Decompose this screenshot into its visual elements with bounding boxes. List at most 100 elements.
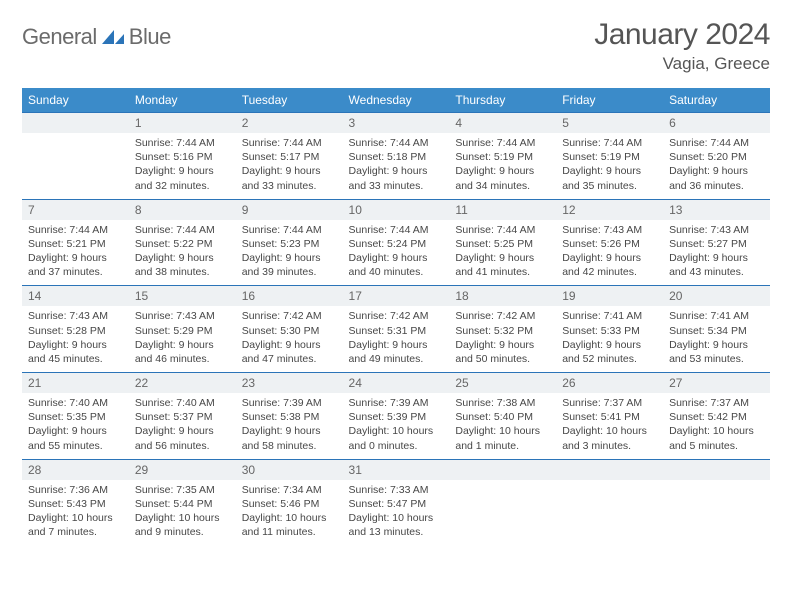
calendar-cell: 16Sunrise: 7:42 AMSunset: 5:30 PMDayligh…	[236, 285, 343, 372]
day-number: 8	[129, 199, 236, 220]
day-number	[663, 459, 770, 480]
day-details: Sunrise: 7:44 AMSunset: 5:22 PMDaylight:…	[129, 220, 236, 286]
page-header: General Blue January 2024 Vagia, Greece	[22, 18, 770, 74]
day-details: Sunrise: 7:44 AMSunset: 5:19 PMDaylight:…	[556, 133, 663, 199]
day-details: Sunrise: 7:44 AMSunset: 5:20 PMDaylight:…	[663, 133, 770, 199]
day-number: 15	[129, 285, 236, 306]
calendar-cell: 17Sunrise: 7:42 AMSunset: 5:31 PMDayligh…	[343, 285, 450, 372]
day-details: Sunrise: 7:40 AMSunset: 5:35 PMDaylight:…	[22, 393, 129, 459]
calendar-cell	[22, 112, 129, 199]
day-details: Sunrise: 7:44 AMSunset: 5:18 PMDaylight:…	[343, 133, 450, 199]
calendar-cell: 1Sunrise: 7:44 AMSunset: 5:16 PMDaylight…	[129, 112, 236, 199]
day-details: Sunrise: 7:37 AMSunset: 5:41 PMDaylight:…	[556, 393, 663, 459]
calendar-week-row: 28Sunrise: 7:36 AMSunset: 5:43 PMDayligh…	[22, 459, 770, 546]
day-details: Sunrise: 7:44 AMSunset: 5:21 PMDaylight:…	[22, 220, 129, 286]
day-number: 13	[663, 199, 770, 220]
day-number: 24	[343, 372, 450, 393]
day-number: 11	[449, 199, 556, 220]
day-number: 9	[236, 199, 343, 220]
day-number: 2	[236, 112, 343, 133]
calendar-cell: 9Sunrise: 7:44 AMSunset: 5:23 PMDaylight…	[236, 199, 343, 286]
day-number: 23	[236, 372, 343, 393]
day-number: 10	[343, 199, 450, 220]
day-details: Sunrise: 7:35 AMSunset: 5:44 PMDaylight:…	[129, 480, 236, 546]
calendar-cell: 4Sunrise: 7:44 AMSunset: 5:19 PMDaylight…	[449, 112, 556, 199]
calendar-body: 1Sunrise: 7:44 AMSunset: 5:16 PMDaylight…	[22, 112, 770, 545]
calendar-table: SundayMondayTuesdayWednesdayThursdayFrid…	[22, 88, 770, 545]
day-details: Sunrise: 7:44 AMSunset: 5:24 PMDaylight:…	[343, 220, 450, 286]
day-details: Sunrise: 7:39 AMSunset: 5:38 PMDaylight:…	[236, 393, 343, 459]
day-details: Sunrise: 7:43 AMSunset: 5:26 PMDaylight:…	[556, 220, 663, 286]
day-header: Thursday	[449, 88, 556, 112]
day-header: Sunday	[22, 88, 129, 112]
day-number: 29	[129, 459, 236, 480]
day-details: Sunrise: 7:41 AMSunset: 5:33 PMDaylight:…	[556, 306, 663, 372]
day-header: Monday	[129, 88, 236, 112]
day-number: 26	[556, 372, 663, 393]
calendar-week-row: 7Sunrise: 7:44 AMSunset: 5:21 PMDaylight…	[22, 199, 770, 286]
calendar-cell: 7Sunrise: 7:44 AMSunset: 5:21 PMDaylight…	[22, 199, 129, 286]
calendar-cell: 26Sunrise: 7:37 AMSunset: 5:41 PMDayligh…	[556, 372, 663, 459]
day-details: Sunrise: 7:42 AMSunset: 5:31 PMDaylight:…	[343, 306, 450, 372]
calendar-cell: 31Sunrise: 7:33 AMSunset: 5:47 PMDayligh…	[343, 459, 450, 546]
day-number: 4	[449, 112, 556, 133]
day-details: Sunrise: 7:33 AMSunset: 5:47 PMDaylight:…	[343, 480, 450, 546]
day-details: Sunrise: 7:44 AMSunset: 5:19 PMDaylight:…	[449, 133, 556, 199]
day-details: Sunrise: 7:36 AMSunset: 5:43 PMDaylight:…	[22, 480, 129, 546]
day-details: Sunrise: 7:44 AMSunset: 5:25 PMDaylight:…	[449, 220, 556, 286]
calendar-cell: 2Sunrise: 7:44 AMSunset: 5:17 PMDaylight…	[236, 112, 343, 199]
calendar-cell: 30Sunrise: 7:34 AMSunset: 5:46 PMDayligh…	[236, 459, 343, 546]
day-number: 7	[22, 199, 129, 220]
calendar-cell: 8Sunrise: 7:44 AMSunset: 5:22 PMDaylight…	[129, 199, 236, 286]
calendar-cell: 11Sunrise: 7:44 AMSunset: 5:25 PMDayligh…	[449, 199, 556, 286]
day-number: 30	[236, 459, 343, 480]
day-number: 25	[449, 372, 556, 393]
calendar-cell: 20Sunrise: 7:41 AMSunset: 5:34 PMDayligh…	[663, 285, 770, 372]
day-number: 6	[663, 112, 770, 133]
calendar-cell	[556, 459, 663, 546]
day-number: 17	[343, 285, 450, 306]
calendar-cell: 28Sunrise: 7:36 AMSunset: 5:43 PMDayligh…	[22, 459, 129, 546]
day-details: Sunrise: 7:44 AMSunset: 5:17 PMDaylight:…	[236, 133, 343, 199]
day-number	[556, 459, 663, 480]
day-number: 3	[343, 112, 450, 133]
calendar-cell: 27Sunrise: 7:37 AMSunset: 5:42 PMDayligh…	[663, 372, 770, 459]
day-details: Sunrise: 7:43 AMSunset: 5:28 PMDaylight:…	[22, 306, 129, 372]
day-number: 19	[556, 285, 663, 306]
calendar-cell: 3Sunrise: 7:44 AMSunset: 5:18 PMDaylight…	[343, 112, 450, 199]
calendar-cell: 18Sunrise: 7:42 AMSunset: 5:32 PMDayligh…	[449, 285, 556, 372]
day-header: Tuesday	[236, 88, 343, 112]
calendar-cell: 13Sunrise: 7:43 AMSunset: 5:27 PMDayligh…	[663, 199, 770, 286]
day-number: 27	[663, 372, 770, 393]
day-details: Sunrise: 7:43 AMSunset: 5:29 PMDaylight:…	[129, 306, 236, 372]
day-details: Sunrise: 7:34 AMSunset: 5:46 PMDaylight:…	[236, 480, 343, 546]
logo-sail-icon	[100, 28, 126, 46]
calendar-week-row: 14Sunrise: 7:43 AMSunset: 5:28 PMDayligh…	[22, 285, 770, 372]
day-number: 16	[236, 285, 343, 306]
day-details: Sunrise: 7:40 AMSunset: 5:37 PMDaylight:…	[129, 393, 236, 459]
calendar-cell: 21Sunrise: 7:40 AMSunset: 5:35 PMDayligh…	[22, 372, 129, 459]
day-number: 22	[129, 372, 236, 393]
calendar-week-row: 21Sunrise: 7:40 AMSunset: 5:35 PMDayligh…	[22, 372, 770, 459]
day-number: 12	[556, 199, 663, 220]
day-details: Sunrise: 7:42 AMSunset: 5:30 PMDaylight:…	[236, 306, 343, 372]
day-number: 1	[129, 112, 236, 133]
day-details: Sunrise: 7:37 AMSunset: 5:42 PMDaylight:…	[663, 393, 770, 459]
calendar-cell: 6Sunrise: 7:44 AMSunset: 5:20 PMDaylight…	[663, 112, 770, 199]
day-header: Wednesday	[343, 88, 450, 112]
calendar-cell: 12Sunrise: 7:43 AMSunset: 5:26 PMDayligh…	[556, 199, 663, 286]
day-number: 14	[22, 285, 129, 306]
calendar-cell	[449, 459, 556, 546]
calendar-cell: 10Sunrise: 7:44 AMSunset: 5:24 PMDayligh…	[343, 199, 450, 286]
calendar-cell: 25Sunrise: 7:38 AMSunset: 5:40 PMDayligh…	[449, 372, 556, 459]
day-number	[449, 459, 556, 480]
calendar-cell: 5Sunrise: 7:44 AMSunset: 5:19 PMDaylight…	[556, 112, 663, 199]
location-label: Vagia, Greece	[594, 54, 770, 74]
calendar-cell: 15Sunrise: 7:43 AMSunset: 5:29 PMDayligh…	[129, 285, 236, 372]
day-details: Sunrise: 7:44 AMSunset: 5:16 PMDaylight:…	[129, 133, 236, 199]
day-details: Sunrise: 7:44 AMSunset: 5:23 PMDaylight:…	[236, 220, 343, 286]
day-details: Sunrise: 7:38 AMSunset: 5:40 PMDaylight:…	[449, 393, 556, 459]
day-header: Saturday	[663, 88, 770, 112]
brand-logo: General Blue	[22, 24, 171, 50]
calendar-cell	[663, 459, 770, 546]
